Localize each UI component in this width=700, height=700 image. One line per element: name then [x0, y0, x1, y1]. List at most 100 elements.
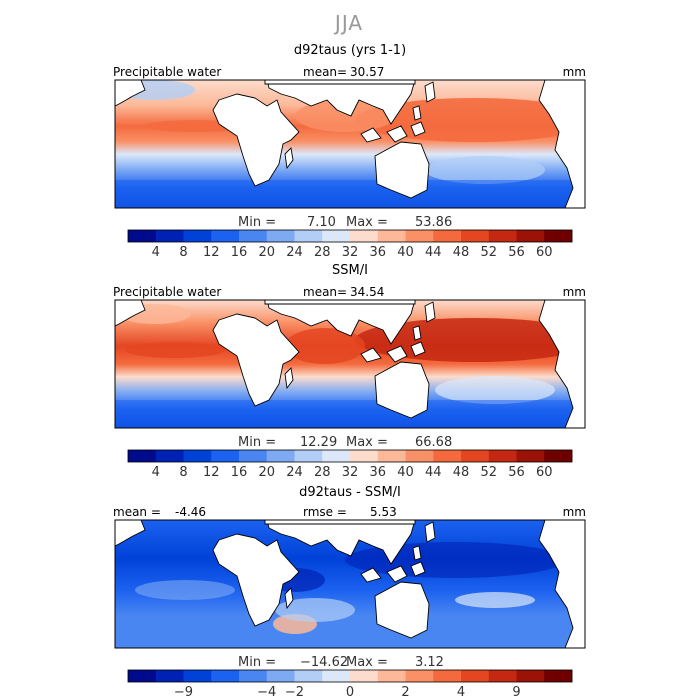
colorbar-swatch: [128, 230, 157, 242]
variable-label: Precipitable water: [113, 285, 221, 299]
panel-title: d92taus (yrs 1-1): [294, 43, 406, 58]
colorbar-swatch: [544, 230, 573, 242]
colorbar-swatch: [239, 670, 268, 682]
colorbar-swatch: [322, 670, 351, 682]
colorbar-swatch: [155, 450, 184, 462]
max-label: Max =: [346, 435, 388, 450]
colorbar-swatch: [544, 450, 573, 462]
rmse-label: rmse =: [303, 505, 347, 519]
colorbar-tick-label: 4: [152, 245, 160, 260]
colorbar-swatch: [377, 450, 406, 462]
mean-value: 30.57: [350, 65, 384, 79]
colorbar: 4 8 12 16 20 24 28 32 36 40 44 48 52 56 60: [127, 229, 573, 260]
colorbar-tick-label: 9: [512, 685, 520, 700]
colorbar-swatch: [294, 450, 323, 462]
colorbar-tick-label: 36: [369, 465, 386, 480]
colorbar-swatch: [183, 450, 212, 462]
colorbar-swatch: [350, 450, 379, 462]
colorbar-swatch: [461, 670, 490, 682]
mean-label: mean =: [113, 505, 161, 519]
colorbar-tick-label: 32: [342, 465, 359, 480]
colorbar: −9 −4 −2 0 2 4 9: [127, 669, 573, 700]
colorbar-tick-label: 8: [179, 465, 187, 480]
colorbar-tick-label: 12: [203, 465, 220, 480]
colorbar-swatch: [155, 670, 184, 682]
max-label: Max =: [346, 215, 388, 230]
colorbar-swatch: [322, 230, 351, 242]
colorbar-swatch: [294, 230, 323, 242]
min-value: −14.62: [300, 655, 348, 670]
colorbar-tick-label: 16: [231, 465, 248, 480]
colorbar-swatch: [322, 450, 351, 462]
mean-value: -4.46: [175, 505, 206, 519]
colorbar-tick-label: 24: [286, 245, 303, 260]
colorbar-tick-label: 44: [425, 465, 442, 480]
colorbar-tick-label: 60: [536, 245, 553, 260]
max-value: 3.12: [415, 655, 444, 670]
colorbar-tick-label: 4: [152, 465, 160, 480]
colorbar-tick-label: 52: [480, 465, 497, 480]
colorbar-swatch: [239, 450, 268, 462]
colorbar-swatch: [377, 670, 406, 682]
colorbar-tick-label: −4: [257, 685, 276, 700]
colorbar-tick-label: 16: [231, 245, 248, 260]
colorbar-tick-label: 52: [480, 245, 497, 260]
colorbar-tick-label: 40: [397, 245, 414, 260]
colorbar-tick-label: 28: [314, 245, 331, 260]
colorbar-tick-label: 0: [346, 685, 354, 700]
min-value: 7.10: [307, 215, 336, 230]
colorbar-tick-label: 60: [536, 465, 553, 480]
figure-title: JJA: [333, 11, 363, 35]
colorbar-tick-label: 8: [179, 245, 187, 260]
colorbar-tick-label: 32: [342, 245, 359, 260]
colorbar-tick-label: 4: [457, 685, 465, 700]
colorbar-swatch: [266, 230, 295, 242]
colorbar-swatch: [350, 670, 379, 682]
colorbar-swatch: [350, 230, 379, 242]
colorbar-tick-label: 48: [453, 465, 470, 480]
colorbar-swatch: [183, 230, 212, 242]
colorbar-swatch: [405, 450, 434, 462]
colorbar-swatch: [211, 230, 240, 242]
colorbar-swatch: [266, 670, 295, 682]
colorbar-tick-label: 44: [425, 245, 442, 260]
colorbar-frame: [127, 669, 573, 683]
colorbar-swatch: [377, 230, 406, 242]
max-value: 66.68: [415, 435, 452, 450]
colorbar-swatch: [488, 670, 517, 682]
colorbar-tick-label: 40: [397, 465, 414, 480]
max-value: 53.86: [415, 215, 452, 230]
colorbar-swatch: [405, 670, 434, 682]
colorbar-tick-label: −9: [174, 685, 193, 700]
colorbar-swatch: [266, 450, 295, 462]
colorbar-swatch: [516, 670, 545, 682]
colorbar-tick-label: 28: [314, 465, 331, 480]
panel-model: d92taus (yrs 1-1) Precipitable water mea…: [113, 43, 586, 260]
mean-value: 34.54: [350, 285, 384, 299]
mean-label: mean=: [303, 285, 347, 299]
colorbar-swatch: [128, 450, 157, 462]
colorbar-swatch: [433, 670, 462, 682]
colorbar-swatch: [516, 230, 545, 242]
colorbar-swatch: [433, 450, 462, 462]
min-label: Min =: [238, 655, 276, 670]
min-value: 12.29: [300, 435, 337, 450]
panel-title: d92taus - SSM/I: [299, 485, 401, 500]
colorbar-tick-label: 20: [258, 245, 275, 260]
colorbar-swatch: [488, 230, 517, 242]
colorbar-swatch: [488, 450, 517, 462]
rmse-value: 5.53: [370, 505, 397, 519]
panel-observed: SSM/I Precipitable water mean= 34.54 mm …: [113, 263, 586, 480]
colorbar-tick-label: 2: [401, 685, 409, 700]
colorbar-tick-label: −2: [285, 685, 304, 700]
colorbar-swatch: [155, 230, 184, 242]
colorbar-tick-label: 48: [453, 245, 470, 260]
colorbar-swatch: [516, 450, 545, 462]
colorbar-swatch: [461, 230, 490, 242]
units-label: mm: [563, 505, 586, 519]
colorbar-frame: [127, 449, 573, 463]
colorbar-swatch: [211, 670, 240, 682]
colorbar-swatch: [544, 670, 573, 682]
colorbar-tick-label: 24: [286, 465, 303, 480]
